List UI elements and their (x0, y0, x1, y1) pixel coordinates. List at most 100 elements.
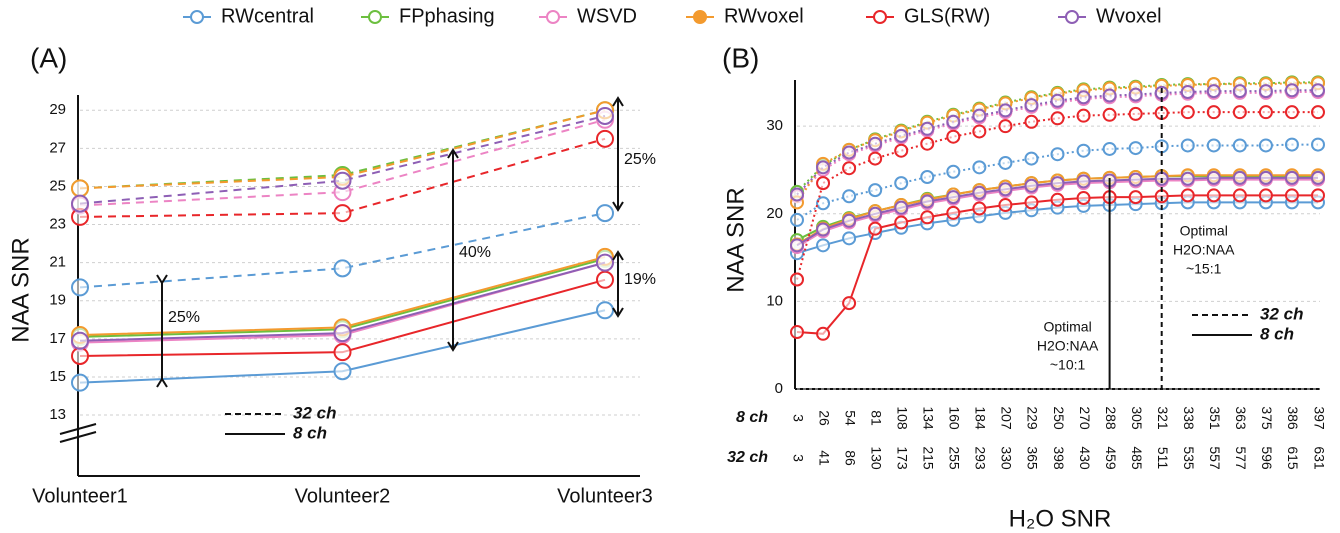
line-legend-label: 32 ch (293, 403, 336, 422)
series-line (796, 111, 1318, 280)
legend-label: RWcentral (221, 5, 314, 27)
data-point (842, 213, 857, 228)
data-point (596, 106, 614, 125)
series-line (79, 114, 606, 205)
data-point (333, 171, 352, 190)
arrow-head (447, 148, 459, 159)
data-point (868, 183, 883, 198)
series-line (79, 212, 606, 289)
data-point (71, 179, 89, 198)
data-point (946, 129, 961, 144)
line-legend-label: 8 ch (1260, 324, 1294, 343)
x-tick-label: 108 (894, 406, 910, 430)
data-point (333, 343, 352, 362)
data-point (1076, 143, 1091, 158)
arrow-head (447, 341, 459, 352)
data-point (1024, 195, 1039, 210)
data-point (1102, 107, 1117, 122)
data-point (71, 331, 89, 350)
data-point (998, 119, 1013, 134)
series-line (796, 82, 1318, 203)
data-point (946, 205, 961, 220)
data-point (596, 270, 614, 289)
annotation-label: 25% (624, 151, 656, 168)
x-tick-label: 270 (1077, 406, 1093, 430)
data-point (1284, 105, 1299, 120)
x-tick-label: Volunteer3 (557, 485, 653, 507)
data-point (596, 204, 614, 223)
line-legend-label: 32 ch (1260, 304, 1303, 323)
series-line (796, 91, 1318, 197)
data-point (1232, 84, 1247, 99)
x-tick-label: 363 (1233, 406, 1249, 430)
data-point (596, 129, 614, 148)
x-tick-label: 305 (1129, 406, 1145, 430)
data-point (842, 161, 857, 176)
legend-marker (873, 10, 887, 24)
optimal-label: H2O:NAA (1173, 242, 1235, 258)
x-tick-label: 215 (921, 446, 937, 470)
x-tick-label: 398 (1051, 446, 1067, 470)
data-point (1024, 114, 1039, 129)
x-tick-label: 54 (842, 410, 858, 426)
data-point (1102, 141, 1117, 156)
x-tick-label: 130 (868, 446, 884, 470)
arrow-head (612, 96, 624, 107)
data-point (1206, 170, 1221, 185)
data-point (1128, 141, 1143, 156)
y-axis-title: NAA SNR (722, 187, 749, 292)
optimal-label: ~10:1 (1050, 357, 1086, 373)
data-point (816, 160, 831, 175)
series-line (79, 137, 606, 218)
data-point (894, 128, 909, 143)
data-point (946, 114, 961, 129)
data-point (1311, 83, 1325, 98)
data-point (920, 210, 935, 225)
data-point (1180, 138, 1195, 153)
legend-label: GLS(RW) (904, 5, 990, 27)
data-point (333, 362, 352, 381)
y-tick-label: 0 (775, 380, 783, 397)
data-point (972, 108, 987, 123)
data-point (816, 176, 831, 191)
data-point (1311, 137, 1325, 152)
x-tick-label: 511 (1155, 447, 1171, 470)
data-point (1128, 87, 1143, 102)
x-tick-label: 338 (1181, 406, 1197, 430)
data-point (998, 198, 1013, 213)
data-point (842, 189, 857, 204)
data-point (998, 155, 1013, 170)
y-tick-label: 17 (49, 330, 66, 347)
data-point (1180, 85, 1195, 100)
data-point (868, 221, 883, 236)
data-point (1284, 170, 1299, 185)
data-point (1232, 138, 1247, 153)
x-tick-label: 229 (1025, 406, 1041, 430)
legend: RWcentral FPphasing WSVD RWvoxel GLS(RW) Wvox… (183, 5, 1162, 27)
data-point (1024, 178, 1039, 193)
data-point (1180, 105, 1195, 120)
legend-label: WSVD (577, 5, 637, 27)
x-tick-label: 250 (1051, 406, 1067, 430)
data-point (71, 346, 89, 365)
series-line (79, 118, 606, 207)
legend-marker (693, 10, 707, 24)
data-point (1050, 93, 1065, 108)
x-tick-label: 386 (1285, 406, 1301, 430)
x-tick-label: Volunteer1 (32, 485, 128, 507)
legend-marker (546, 10, 560, 24)
y-tick-label: 19 (49, 292, 66, 309)
x-row-label: 8 ch (736, 409, 768, 426)
y-tick-label: 27 (49, 139, 66, 156)
data-point (998, 103, 1013, 118)
data-point (816, 238, 831, 253)
x-tick-label: 293 (973, 446, 989, 470)
axis-break (59, 431, 97, 443)
series-line (79, 109, 606, 190)
x-tick-label: 535 (1181, 446, 1197, 470)
data-point (1311, 188, 1325, 203)
x-tick-label: 3 (790, 454, 806, 462)
data-point (972, 201, 987, 216)
annotation-label: 25% (168, 309, 200, 326)
optimal-label: ~15:1 (1186, 261, 1222, 277)
